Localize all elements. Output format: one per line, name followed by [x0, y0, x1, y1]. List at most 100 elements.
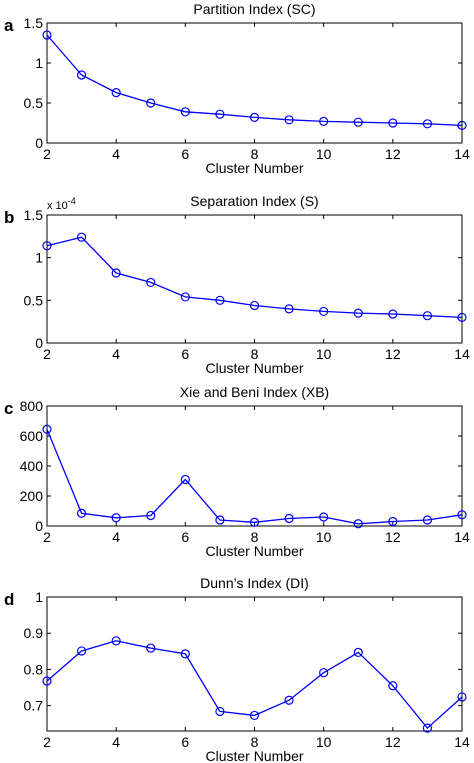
x-tick-label: 2: [43, 529, 51, 545]
x-tick-label: 4: [112, 346, 120, 362]
data-point: [353, 519, 363, 529]
data-point: [319, 668, 329, 678]
x-tick-label: 2: [43, 146, 51, 162]
data-point: [111, 636, 121, 646]
series-line: [46, 236, 463, 319]
x-axis-label: Cluster Number: [205, 160, 303, 176]
data-point: [42, 241, 52, 251]
x-tick-label: 8: [251, 346, 259, 362]
x-tick-label: 2: [43, 346, 51, 362]
y-tick-label: 0: [35, 518, 43, 534]
y-tick-label: 1.5: [24, 207, 44, 223]
panel-b: 2 4 6 8 10 12 14 0 0.5 1 1.5 b Separation Index (S) C…: [4, 193, 470, 376]
data-point: [42, 676, 52, 686]
panel-letter: a: [4, 16, 14, 35]
data-point: [42, 30, 52, 40]
data-point: [422, 515, 433, 525]
y-tick-label: 1: [35, 55, 43, 71]
data-point: [215, 295, 225, 305]
plot-frame: [46, 214, 463, 344]
y-multiplier: x 10-4: [47, 196, 76, 212]
data-point: [319, 306, 329, 317]
data-point: [249, 517, 260, 527]
y-multiplier-base: x 10: [47, 200, 68, 212]
series-line: [46, 640, 463, 730]
data-point: [353, 647, 363, 658]
panel-letter: d: [4, 590, 14, 609]
x-tick-label: 10: [316, 146, 332, 162]
plot-frame: [46, 22, 463, 144]
chart-title: Separation Index (S): [190, 193, 318, 209]
x-tick-label: 14: [454, 346, 470, 362]
x-tick-label: 8: [251, 146, 259, 162]
data-point: [284, 695, 294, 705]
y-tick-label: 1: [35, 250, 43, 266]
y-tick-label: 1: [35, 589, 43, 605]
y-multiplier-exponent: -4: [68, 196, 76, 206]
x-tick-label: 10: [316, 529, 332, 545]
plot-frame: [46, 405, 463, 527]
x-tick-label: 6: [181, 734, 189, 750]
data-point: [457, 120, 467, 131]
x-tick-label: 12: [385, 529, 401, 545]
data-point: [146, 277, 156, 288]
data-point: [284, 513, 294, 524]
data-point: [457, 692, 467, 702]
y-tick-label: 200: [20, 488, 44, 504]
x-tick-label: 2: [43, 734, 51, 750]
data-point: [215, 109, 225, 119]
panel-letter: b: [4, 208, 14, 227]
chart-title: Partition Index (SC): [193, 1, 315, 17]
panel-letter: c: [4, 399, 13, 418]
data-point: [146, 510, 156, 521]
data-point: [76, 646, 87, 656]
data-point: [388, 309, 398, 319]
series-line: [46, 34, 463, 127]
panel-a: 2 4 6 8 10 12 14 0 0.5 1 1.5 a Partition Index (SC) C…: [4, 1, 470, 176]
y-tick-label: 0.5: [24, 292, 44, 308]
data-point: [284, 304, 294, 314]
x-tick-label: 12: [385, 734, 401, 750]
data-point: [76, 232, 87, 242]
x-tick-label: 4: [112, 146, 120, 162]
y-tick-label: 1.5: [24, 15, 44, 31]
x-tick-label: 14: [454, 529, 470, 545]
data-point: [353, 117, 363, 127]
data-point: [180, 107, 190, 117]
data-point: [76, 508, 87, 518]
x-axis-label: Cluster Number: [205, 543, 303, 559]
x-tick-label: 6: [181, 529, 189, 545]
data-point: [180, 474, 190, 485]
data-point: [388, 516, 398, 527]
data-point: [353, 308, 363, 318]
data-point: [422, 311, 433, 321]
data-point: [111, 87, 121, 98]
x-tick-label: 6: [181, 146, 189, 162]
data-point: [249, 710, 260, 721]
panel-d: 2 4 6 8 10 12 14 0.7 0.8 0.9 1 d Dunn’s Index (DI) Cl…: [4, 575, 470, 763]
x-tick-label: 12: [385, 346, 401, 362]
chart-title: Dunn’s Index (DI): [200, 575, 309, 591]
data-point: [111, 513, 121, 523]
data-point: [215, 515, 225, 525]
x-tick-label: 10: [316, 346, 332, 362]
data-point: [249, 300, 260, 311]
y-tick-label: 0.5: [24, 95, 44, 111]
y-tick-label: 0: [35, 135, 43, 151]
data-point: [284, 115, 294, 125]
chart-title: Xie and Beni Index (XB): [180, 384, 329, 400]
y-tick-label: 0.7: [24, 698, 44, 714]
data-point: [388, 118, 398, 128]
x-tick-label: 6: [181, 346, 189, 362]
data-point: [146, 643, 156, 653]
y-tick-label: 0.9: [24, 625, 44, 641]
series-line: [46, 429, 463, 525]
x-tick-label: 14: [454, 146, 470, 162]
data-point: [180, 292, 190, 302]
y-tick-label: 0: [35, 335, 43, 351]
data-point: [319, 512, 329, 522]
data-point: [422, 723, 433, 733]
x-tick-label: 12: [385, 146, 401, 162]
data-point: [457, 510, 467, 520]
data-point: [146, 98, 156, 108]
